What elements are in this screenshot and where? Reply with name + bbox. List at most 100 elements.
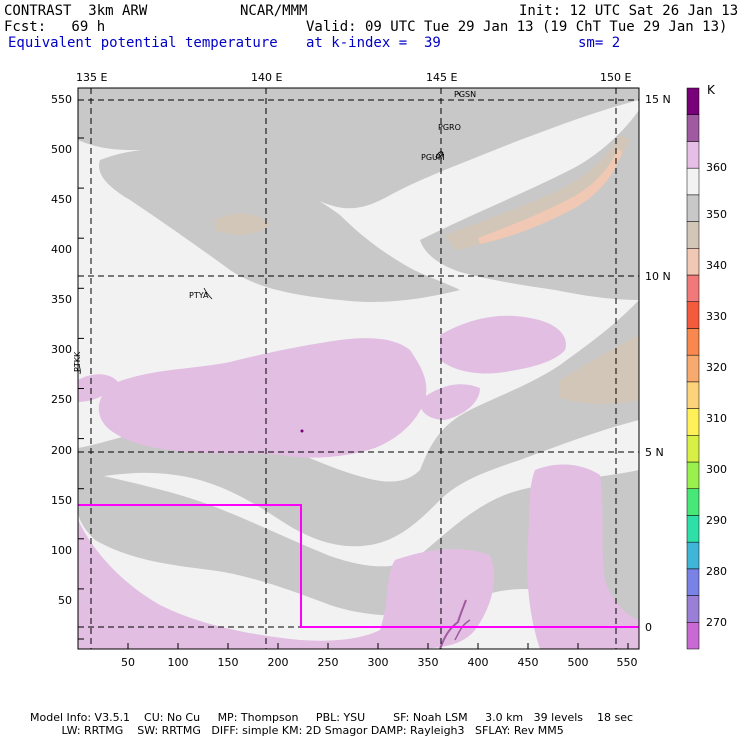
tan-patch-w xyxy=(215,213,270,235)
lat-label-5: 5 N xyxy=(645,446,664,459)
colorbar-swatch xyxy=(686,568,700,596)
colorbar-swatch xyxy=(686,328,700,356)
colorbar-swatch xyxy=(686,301,700,329)
colorbar-label-310: 310 xyxy=(706,412,727,425)
colorbar-swatch xyxy=(686,274,700,302)
colorbar-swatch xyxy=(686,87,700,115)
x-tick-550: 550 xyxy=(617,656,638,669)
colorbar-label-350: 350 xyxy=(706,208,727,221)
colorbar-swatch xyxy=(686,435,700,463)
colorbar-label-290: 290 xyxy=(706,514,727,527)
smooth-label: sm= 2 xyxy=(578,35,621,51)
level-label: at k-index = 39 xyxy=(306,35,441,51)
y-tick-350: 350 xyxy=(51,293,72,306)
colorbar-swatch xyxy=(686,461,700,489)
colorbar-label-320: 320 xyxy=(706,361,727,374)
colorbar xyxy=(686,87,700,650)
gray-band-north xyxy=(78,88,639,209)
field-shading xyxy=(78,88,639,649)
place-pgsn: PGSN xyxy=(454,90,476,99)
colorbar-label-330: 330 xyxy=(706,310,727,323)
x-tick-300: 300 xyxy=(368,656,389,669)
purple-streak-2 xyxy=(454,619,471,641)
colorbar-label-300: 300 xyxy=(706,463,727,476)
colorbar-swatch xyxy=(686,141,700,169)
lilac-west-edge xyxy=(78,374,118,402)
x-tick-500: 500 xyxy=(568,656,589,669)
y-tick-400: 400 xyxy=(51,243,72,256)
island-west-edge xyxy=(78,364,81,375)
lat-label-0: 0 xyxy=(645,621,652,634)
lon-label-140: 140 E xyxy=(251,71,282,84)
nested-domain-outline xyxy=(78,504,639,628)
colorbar-swatch xyxy=(686,194,700,222)
lon-label-135: 135 E xyxy=(76,71,107,84)
tan-ridge-ne xyxy=(445,135,630,250)
island-saipan xyxy=(457,91,461,97)
lat-label-15: 15 N xyxy=(645,93,671,106)
place-ptkk: PTKK xyxy=(73,351,82,372)
colorbar-swatch xyxy=(686,541,700,570)
x-tick-50: 50 xyxy=(121,656,135,669)
lat-label-10: 10 N xyxy=(645,270,671,283)
y-tick-50: 50 xyxy=(58,594,72,607)
colorbar-labels: 360 350 340 330 320 310 300 290 280 270 xyxy=(706,161,727,629)
y-tick-300: 300 xyxy=(51,343,72,356)
colorbar-swatch xyxy=(686,354,700,383)
x-tick-150: 150 xyxy=(218,656,239,669)
x-tick-200: 200 xyxy=(268,656,289,669)
colorbar-label-270: 270 xyxy=(706,616,727,629)
colorbar-label-360: 360 xyxy=(706,161,727,174)
org-label: NCAR/MMM xyxy=(240,3,308,19)
lilac-east2 xyxy=(419,384,480,420)
model-title: CONTRAST 3km ARW xyxy=(4,3,148,19)
place-ptya: PTYA xyxy=(189,291,209,300)
y-tick-200: 200 xyxy=(51,444,72,457)
colorbar-swatch xyxy=(686,622,700,650)
lon-label-150: 150 E xyxy=(600,71,631,84)
gray-band-south xyxy=(78,470,639,649)
y-tick-450: 450 xyxy=(51,193,72,206)
colorbar-swatch xyxy=(686,114,700,142)
x-tick-100: 100 xyxy=(168,656,189,669)
x-tick-450: 450 xyxy=(518,656,539,669)
y-tick-250: 250 xyxy=(51,393,72,406)
x-tick-350: 350 xyxy=(418,656,439,669)
plot-frame xyxy=(77,87,640,650)
colorbar-swatch xyxy=(686,381,700,409)
colorbar-unit: K xyxy=(707,83,716,97)
y-tick-100: 100 xyxy=(51,544,72,557)
lilac-east xyxy=(440,315,566,374)
model-info-line-1: Model Info: V3.5.1 CU: No Cu MP: Thompso… xyxy=(30,711,634,724)
lilac-central xyxy=(98,338,427,458)
colorbar-swatch xyxy=(686,515,700,543)
colorbar-swatch xyxy=(686,167,700,196)
lilac-southwest xyxy=(78,520,495,649)
y-tick-labels: 550 500 450 400 350 300 250 200 150 100 … xyxy=(51,93,72,607)
y-tick-150: 150 xyxy=(51,494,72,507)
y-tick-500: 500 xyxy=(51,143,72,156)
place-pgum: PGUM xyxy=(421,153,445,162)
purple-dot xyxy=(300,429,304,433)
colorbar-swatch xyxy=(686,221,700,249)
lon-label-145: 145 E xyxy=(426,71,457,84)
init-time: Init: 12 UTC Sat 26 Jan 13 xyxy=(519,3,739,19)
forecast-hour: Fcst: 69 h xyxy=(4,19,106,35)
field-name: Equivalent potential temperature xyxy=(8,35,278,51)
colorbar-swatch xyxy=(686,488,700,516)
colorbar-swatch xyxy=(686,408,700,436)
peach-ridge-ne xyxy=(478,148,622,244)
x-tick-250: 250 xyxy=(318,656,339,669)
axis-ticks xyxy=(78,137,629,649)
model-info-line-2: LW: RRTMG SW: RRTMG DIFF: simple KM: 2D … xyxy=(30,724,564,737)
lilac-southeast xyxy=(527,464,639,649)
island-palau xyxy=(203,287,213,300)
purple-streak xyxy=(439,599,467,649)
gray-band-mid xyxy=(78,300,639,547)
colorbar-swatch xyxy=(686,595,700,623)
x-tick-labels: 50 100 150 200 250 300 350 400 450 500 5… xyxy=(121,656,638,669)
place-pgro: PGRO xyxy=(438,123,461,132)
x-tick-400: 400 xyxy=(468,656,489,669)
colorbar-label-280: 280 xyxy=(706,565,727,578)
island-guam xyxy=(435,151,444,159)
